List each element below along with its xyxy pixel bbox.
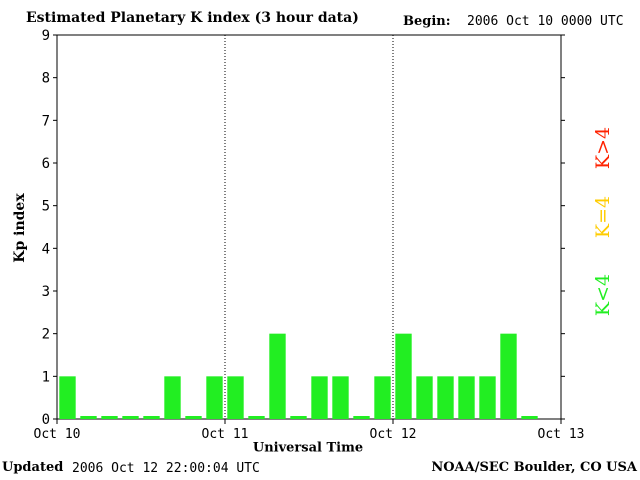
y-tick-label: 7 xyxy=(42,113,50,129)
kp-bar xyxy=(437,376,454,419)
kp-bar xyxy=(164,376,181,419)
kp-bar xyxy=(458,376,475,419)
y-tick-label: 8 xyxy=(42,71,50,87)
kp-bar xyxy=(122,416,139,419)
legend-k-less-4: K<4 xyxy=(592,273,614,317)
kp-bar xyxy=(374,376,391,419)
kp-bar xyxy=(353,416,370,419)
kp-bar xyxy=(311,376,328,419)
plot-frame xyxy=(56,34,562,420)
y-tick-label: 0 xyxy=(42,412,50,428)
y-tick-label: 5 xyxy=(42,199,50,215)
y-axis-label: Kp index xyxy=(12,193,28,263)
x-tick-label: Oct 13 xyxy=(538,427,585,442)
kp-bar xyxy=(143,416,160,419)
y-tick-label: 4 xyxy=(42,241,50,257)
y-tick-label: 2 xyxy=(42,327,50,343)
chart-title: Estimated Planetary K index (3 hour data… xyxy=(26,10,359,26)
kp-bar xyxy=(479,376,496,419)
kp-bar xyxy=(206,376,223,419)
kp-bar xyxy=(269,333,286,419)
updated-label: Updated xyxy=(2,460,64,475)
kp-bar xyxy=(59,376,76,419)
kp-bar xyxy=(80,416,97,419)
credit-label: NOAA/SEC Boulder, CO USA xyxy=(431,460,637,475)
kp-bar xyxy=(185,416,202,419)
kp-bar xyxy=(416,376,433,419)
y-tick-label: 1 xyxy=(42,369,50,385)
kp-bar xyxy=(248,416,265,419)
legend-k-greater-4: K>4 xyxy=(592,126,614,170)
kp-bar xyxy=(101,416,118,419)
y-tick-label: 6 xyxy=(42,156,50,172)
kp-bar xyxy=(227,376,244,419)
begin-label: Begin: xyxy=(403,14,451,29)
x-tick-label: Oct 12 xyxy=(370,427,417,442)
kp-bar xyxy=(521,416,538,419)
x-tick-label: Oct 11 xyxy=(202,427,249,442)
legend-k-equal-4: K=4 xyxy=(592,195,614,239)
kp-bar xyxy=(395,333,412,419)
kp-bar xyxy=(500,333,517,419)
y-tick-label: 9 xyxy=(42,28,50,44)
updated-value: 2006 Oct 12 22:00:04 UTC xyxy=(72,461,260,476)
x-axis-label: Universal Time xyxy=(252,440,364,456)
x-tick-label: Oct 10 xyxy=(34,427,81,442)
begin-value: 2006 Oct 10 0000 UTC xyxy=(467,14,624,29)
kp-bar xyxy=(290,416,307,419)
y-tick-label: 3 xyxy=(42,284,50,300)
kp-bar xyxy=(332,376,349,419)
